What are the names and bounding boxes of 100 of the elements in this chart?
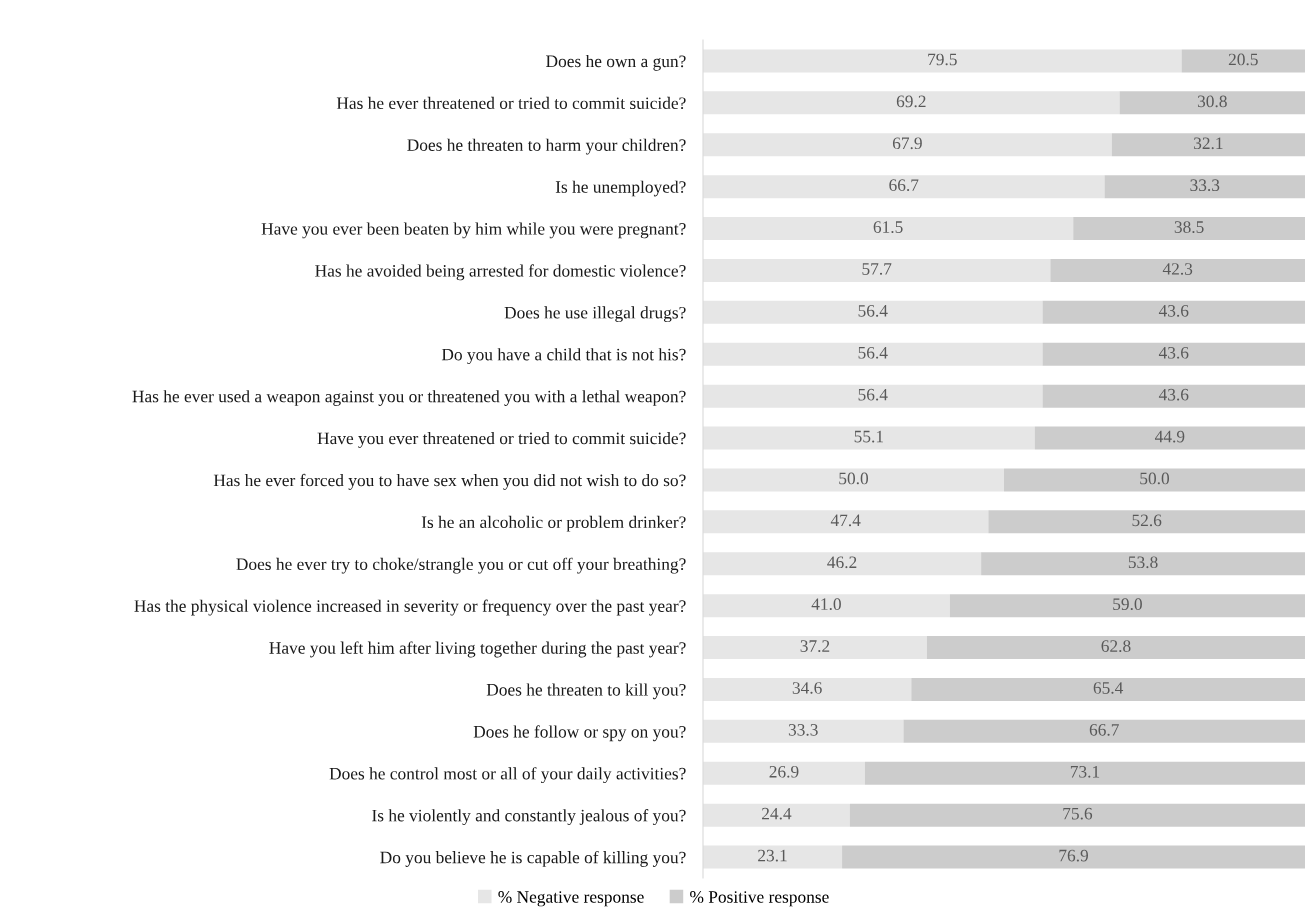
data-label: 50.0 [839,472,869,485]
y-tick-label: Has he avoided being arrested for domestic violence? [315,264,686,281]
data-label: 66.7 [889,179,919,192]
legend-label: % Positive response [690,891,829,907]
bar [703,426,1035,450]
data-label: 73.1 [1070,765,1100,778]
bar [1111,133,1305,157]
data-label: 34.6 [792,682,822,694]
y-tick-label: Is he an alcoholic or problem drinker? [421,515,686,532]
bar [911,677,1305,701]
data-label: 43.6 [1158,346,1189,359]
legend-label: % Negative response [498,891,644,907]
bar [703,719,904,743]
data-label: 79.5 [928,53,957,66]
data-label: 33.3 [1190,179,1220,192]
bar [703,594,950,618]
data-label: 47.4 [830,514,861,527]
bar [703,636,927,660]
y-tick-label: Have you ever threatened or tried to commit suicide? [317,432,686,448]
bar [1119,91,1305,115]
bar [703,845,843,869]
data-label: 61.5 [873,221,903,233]
data-label: 43.6 [1158,388,1189,401]
bar [864,761,1305,785]
bar [703,91,1120,115]
data-label: 20.5 [1228,53,1258,66]
data-label: 53.8 [1128,556,1158,569]
bar [949,594,1305,618]
data-label: 50.0 [1140,472,1170,485]
bar [703,761,865,785]
bar [981,552,1305,576]
y-tick-label: Has he ever forced you to have sex when you did not wish to do so? [213,473,686,490]
data-label: 23.1 [758,849,787,862]
data-label: 56.4 [858,388,888,401]
data-label: 66.7 [1089,724,1119,736]
data-label: 38.5 [1174,221,1204,233]
bar [703,49,1182,73]
bar [1050,258,1305,282]
bar [926,636,1305,660]
bar [703,510,989,534]
bar [703,342,1043,366]
y-tick-label: Has he ever threatened or tried to commit suicide? [336,96,686,110]
y-tick-label: Do you have a child that is not his? [441,348,686,365]
data-label: 30.8 [1197,95,1227,108]
data-label: 56.4 [858,305,888,317]
data-label: 56.4 [858,346,888,359]
bar [703,175,1105,199]
bar [703,552,982,576]
bar [1004,468,1305,492]
bar [1042,342,1305,366]
y-tick-label: Have you ever been beaten by him while you were pregnant? [261,222,686,239]
bar [1073,217,1305,241]
data-label: 69.2 [896,95,926,108]
data-label: 42.3 [1162,263,1193,275]
bar [703,258,1051,282]
bar [903,719,1305,743]
data-label: 43.6 [1158,305,1189,317]
y-tick-label: Do you believe he is capable of killing you? [380,850,686,867]
y-tick-label: Does he ever try to choke/strangle you or cut off your breathing? [236,557,686,574]
data-label: 76.9 [1059,849,1089,862]
data-label: 55.1 [854,430,883,443]
data-label: 46.2 [827,556,857,569]
data-label: 67.9 [892,137,922,150]
bar [1181,49,1305,73]
data-label: 44.9 [1155,430,1185,443]
data-label: 26.9 [769,765,799,778]
data-label: 62.8 [1101,640,1131,652]
bar [1042,300,1305,324]
y-tick-label: Does he threaten to harm your children? [407,138,686,155]
data-label: 41.0 [811,598,841,611]
bar [703,300,1043,324]
bar [703,677,912,701]
data-label: 59.0 [1113,598,1142,611]
bar [703,133,1112,157]
data-label: 57.7 [862,263,892,275]
bar [703,803,850,827]
data-label: 32.1 [1194,137,1223,150]
data-label: 52.6 [1132,514,1162,527]
bar [1104,175,1305,199]
data-label: 37.2 [800,640,830,652]
bar [703,468,1004,492]
bar [1042,384,1305,408]
y-tick-label: Has he ever used a weapon against you or threatened you with a lethal weapon? [132,390,686,406]
y-tick-label: Does he follow or spy on you? [473,725,686,742]
data-label: 33.3 [788,724,818,736]
bar [842,845,1305,869]
data-label: 24.4 [762,807,792,820]
y-tick-label: Does he use illegal drugs? [504,306,686,323]
y-tick-label: Is he unemployed? [555,180,686,197]
bar [703,384,1043,408]
bar [1034,426,1305,450]
data-label: 65.4 [1093,682,1124,694]
y-tick-label: Does he control most or all of your daily activities? [329,767,686,784]
y-tick-label: Have you left him after living together during the past year? [269,641,686,658]
bar [849,803,1305,827]
y-tick-label: Has the physical violence increased in severity or frequency over the past year? [134,599,686,616]
bar [988,510,1305,534]
data-label: 75.6 [1063,807,1093,820]
y-tick-label: Does he own a gun? [546,54,686,71]
y-tick-label: Is he violently and constantly jealous of you? [372,809,686,826]
